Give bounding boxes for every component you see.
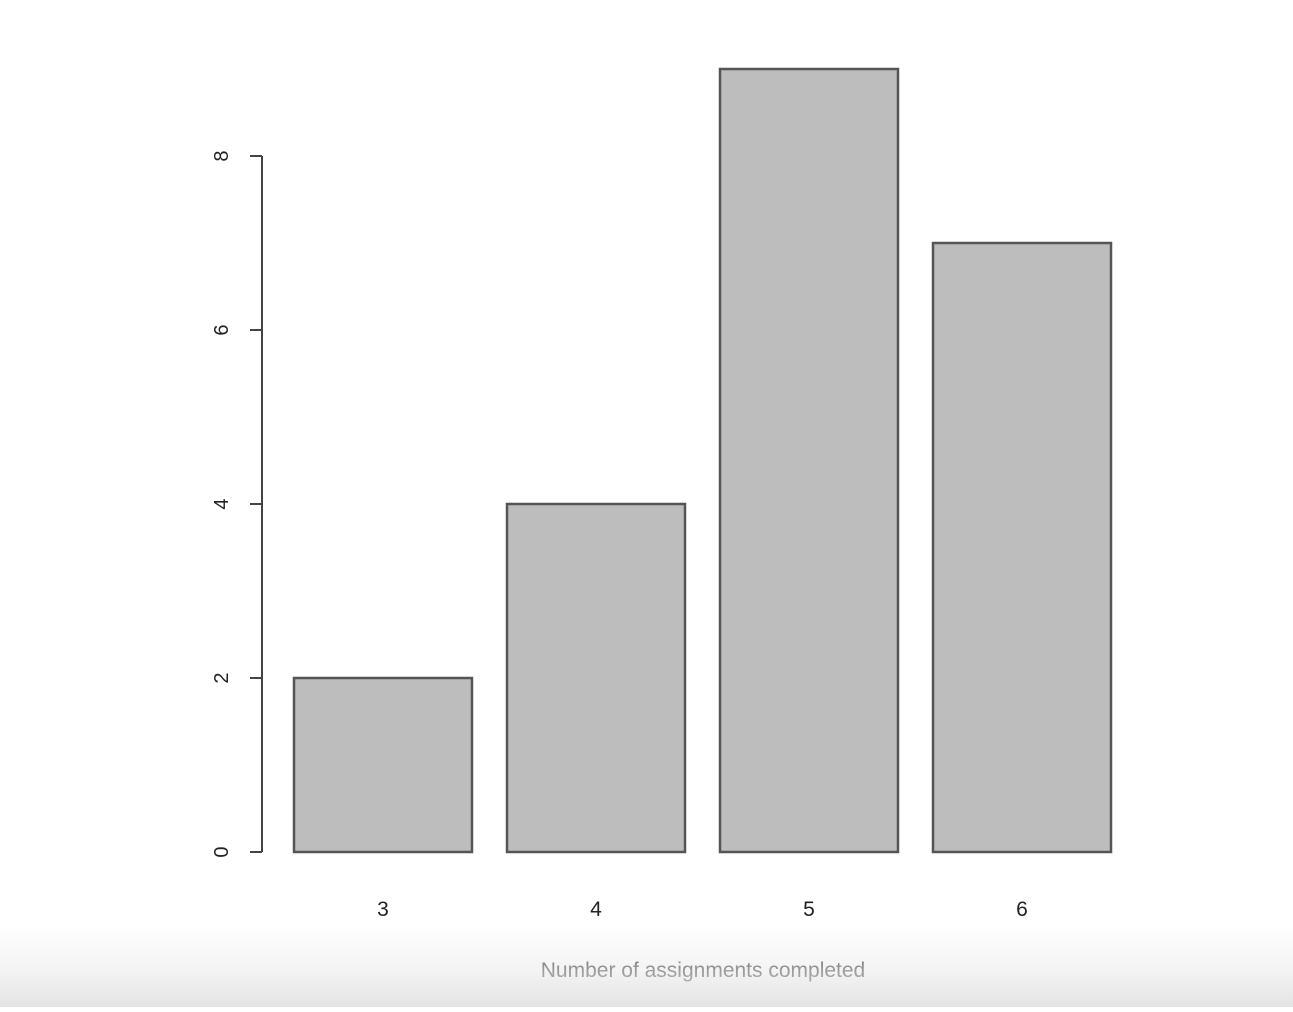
bar-6 (931, 241, 1113, 854)
x-tick-label: 3 (377, 898, 389, 921)
bar-4 (505, 502, 687, 854)
y-tick-label: 6 (211, 324, 233, 335)
y-tick-label: 4 (211, 498, 233, 509)
y-tick-label: 0 (211, 846, 233, 857)
x-axis-label: Number of assignments completed (541, 959, 866, 982)
x-tick-labels: 3 4 5 6 (377, 898, 1028, 921)
bars-group (292, 67, 1113, 854)
x-tick-label: 5 (803, 898, 815, 921)
y-tick-label: 8 (211, 150, 233, 161)
y-tick-label: 2 (211, 672, 233, 683)
y-axis: 0 2 4 6 8 (211, 150, 263, 858)
x-tick-label: 6 (1016, 898, 1028, 921)
bar-3 (292, 676, 474, 854)
bar-5 (718, 67, 900, 854)
x-tick-label: 4 (590, 898, 602, 921)
